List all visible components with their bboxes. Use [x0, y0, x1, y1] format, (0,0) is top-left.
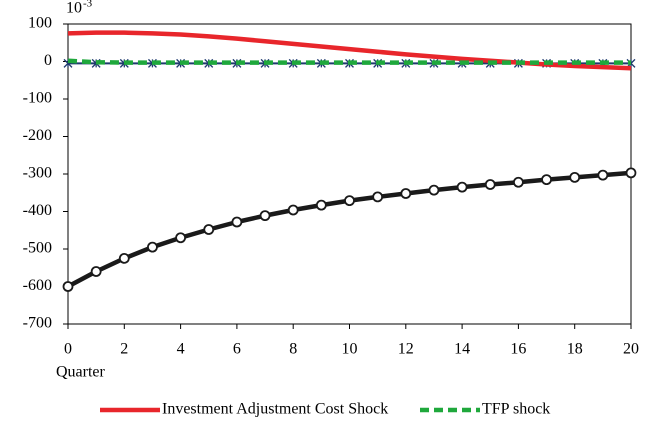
plot-frame [67, 23, 632, 325]
marker [90, 266, 102, 277]
marker [484, 179, 496, 190]
x-tick-label: 16 [510, 341, 526, 358]
x-axis-label: Quarter [56, 364, 106, 381]
marker [597, 169, 609, 181]
x-tick-label: 6 [233, 341, 241, 358]
x-tick-label: 4 [177, 341, 185, 358]
y-tick-label: -500 [23, 240, 52, 257]
marker [147, 241, 158, 253]
marker [569, 171, 581, 183]
marker [513, 176, 524, 188]
marker [625, 167, 637, 179]
y-tick-label: -600 [23, 277, 52, 294]
y-tick-label: -700 [23, 315, 52, 332]
x-tick-label: 0 [64, 341, 72, 358]
x-tick-label: 2 [120, 341, 128, 358]
y-tick-label: -100 [23, 90, 52, 107]
marker [62, 281, 74, 292]
legend-label: TFP shock [482, 401, 550, 418]
marker [231, 216, 243, 228]
marker [428, 184, 440, 196]
series-line [66, 170, 632, 289]
series-line [67, 58, 631, 65]
marker [400, 188, 412, 199]
y-tick-label: -400 [23, 202, 52, 219]
x-tick-label: 10 [342, 341, 358, 358]
x-tick-label: 12 [398, 341, 414, 358]
y-tick-label: 0 [44, 52, 52, 69]
marker [315, 199, 327, 211]
marker [287, 204, 299, 216]
marker [203, 224, 215, 235]
x-tick-label: 18 [567, 341, 583, 358]
y-tick-label: -200 [23, 127, 52, 144]
marker [372, 191, 384, 203]
x-tick-label: 20 [623, 341, 639, 358]
marker [259, 210, 271, 222]
marker [456, 181, 468, 193]
x-tick-label: 8 [289, 341, 297, 358]
marker [541, 174, 552, 186]
y-tick-label: -300 [23, 165, 52, 182]
y-scale-exponent: -3 [83, 0, 93, 10]
legend-label: Investment Adjustment Cost Shock [162, 401, 388, 418]
y-scale-base: 10 [66, 0, 82, 17]
marker [175, 232, 187, 244]
marker [118, 252, 130, 264]
marker [344, 195, 355, 207]
y-tick-label: 100 [28, 15, 52, 32]
x-tick-label: 14 [454, 341, 470, 358]
